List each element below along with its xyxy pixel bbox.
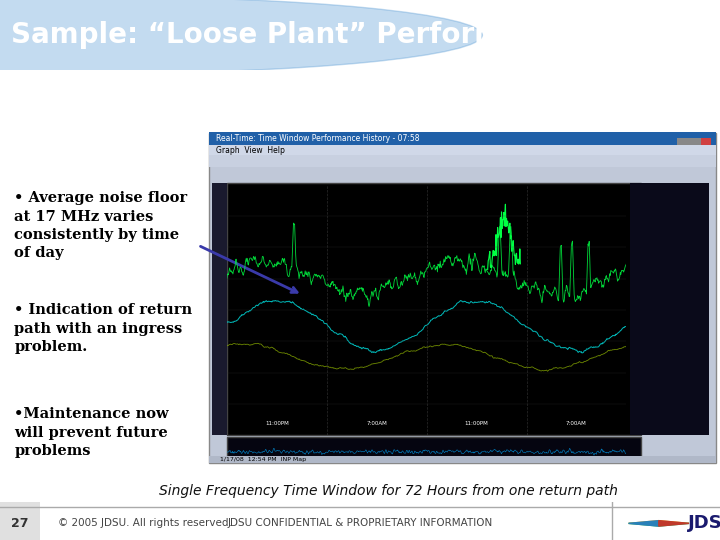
Text: Graph  View  Help: Graph View Help bbox=[216, 146, 285, 156]
Text: 7:00AM: 7:00AM bbox=[566, 421, 587, 426]
Polygon shape bbox=[629, 523, 689, 526]
Text: 27: 27 bbox=[12, 517, 29, 530]
FancyBboxPatch shape bbox=[630, 183, 709, 435]
Polygon shape bbox=[629, 521, 659, 526]
Text: 1/17/08  12:54 PM  INP Map: 1/17/08 12:54 PM INP Map bbox=[220, 457, 306, 462]
FancyBboxPatch shape bbox=[688, 138, 701, 145]
Polygon shape bbox=[659, 521, 689, 526]
Text: 11:00PM: 11:00PM bbox=[464, 421, 488, 426]
Text: • Average noise floor
at 17 MHz varies
consistently by time
of day: • Average noise floor at 17 MHz varies c… bbox=[14, 191, 187, 260]
Text: • Indication of return
path with an ingress
problem.: • Indication of return path with an ingr… bbox=[14, 303, 192, 354]
Text: 11:00PM: 11:00PM bbox=[265, 421, 289, 426]
FancyBboxPatch shape bbox=[212, 183, 227, 435]
Text: Real-Time: Time Window Performance History - 07:58: Real-Time: Time Window Performance Histo… bbox=[216, 134, 420, 144]
FancyBboxPatch shape bbox=[209, 133, 716, 463]
Polygon shape bbox=[629, 521, 689, 523]
FancyBboxPatch shape bbox=[227, 437, 641, 459]
Text: •Maintenance now
will prevent future
problems: •Maintenance now will prevent future pro… bbox=[14, 407, 169, 458]
FancyBboxPatch shape bbox=[227, 183, 641, 435]
Text: Sample: “Loose Plant” Performance History: Sample: “Loose Plant” Performance Histor… bbox=[11, 21, 700, 49]
FancyBboxPatch shape bbox=[677, 138, 690, 145]
Text: Single Frequency Time Window for 72 Hours from one return path: Single Frequency Time Window for 72 Hour… bbox=[159, 484, 618, 498]
FancyBboxPatch shape bbox=[0, 502, 40, 540]
Text: © 2005 JDSU. All rights reserved.: © 2005 JDSU. All rights reserved. bbox=[58, 518, 231, 528]
Circle shape bbox=[0, 0, 482, 74]
FancyBboxPatch shape bbox=[209, 456, 716, 463]
FancyBboxPatch shape bbox=[209, 145, 716, 157]
Text: 7:00AM: 7:00AM bbox=[366, 421, 387, 426]
FancyBboxPatch shape bbox=[209, 156, 716, 167]
Text: JDSU CONFIDENTIAL & PROPRIETARY INFORMATION: JDSU CONFIDENTIAL & PROPRIETARY INFORMAT… bbox=[228, 518, 492, 528]
Text: JDSU: JDSU bbox=[688, 515, 720, 532]
FancyBboxPatch shape bbox=[209, 132, 716, 146]
FancyBboxPatch shape bbox=[698, 138, 711, 145]
